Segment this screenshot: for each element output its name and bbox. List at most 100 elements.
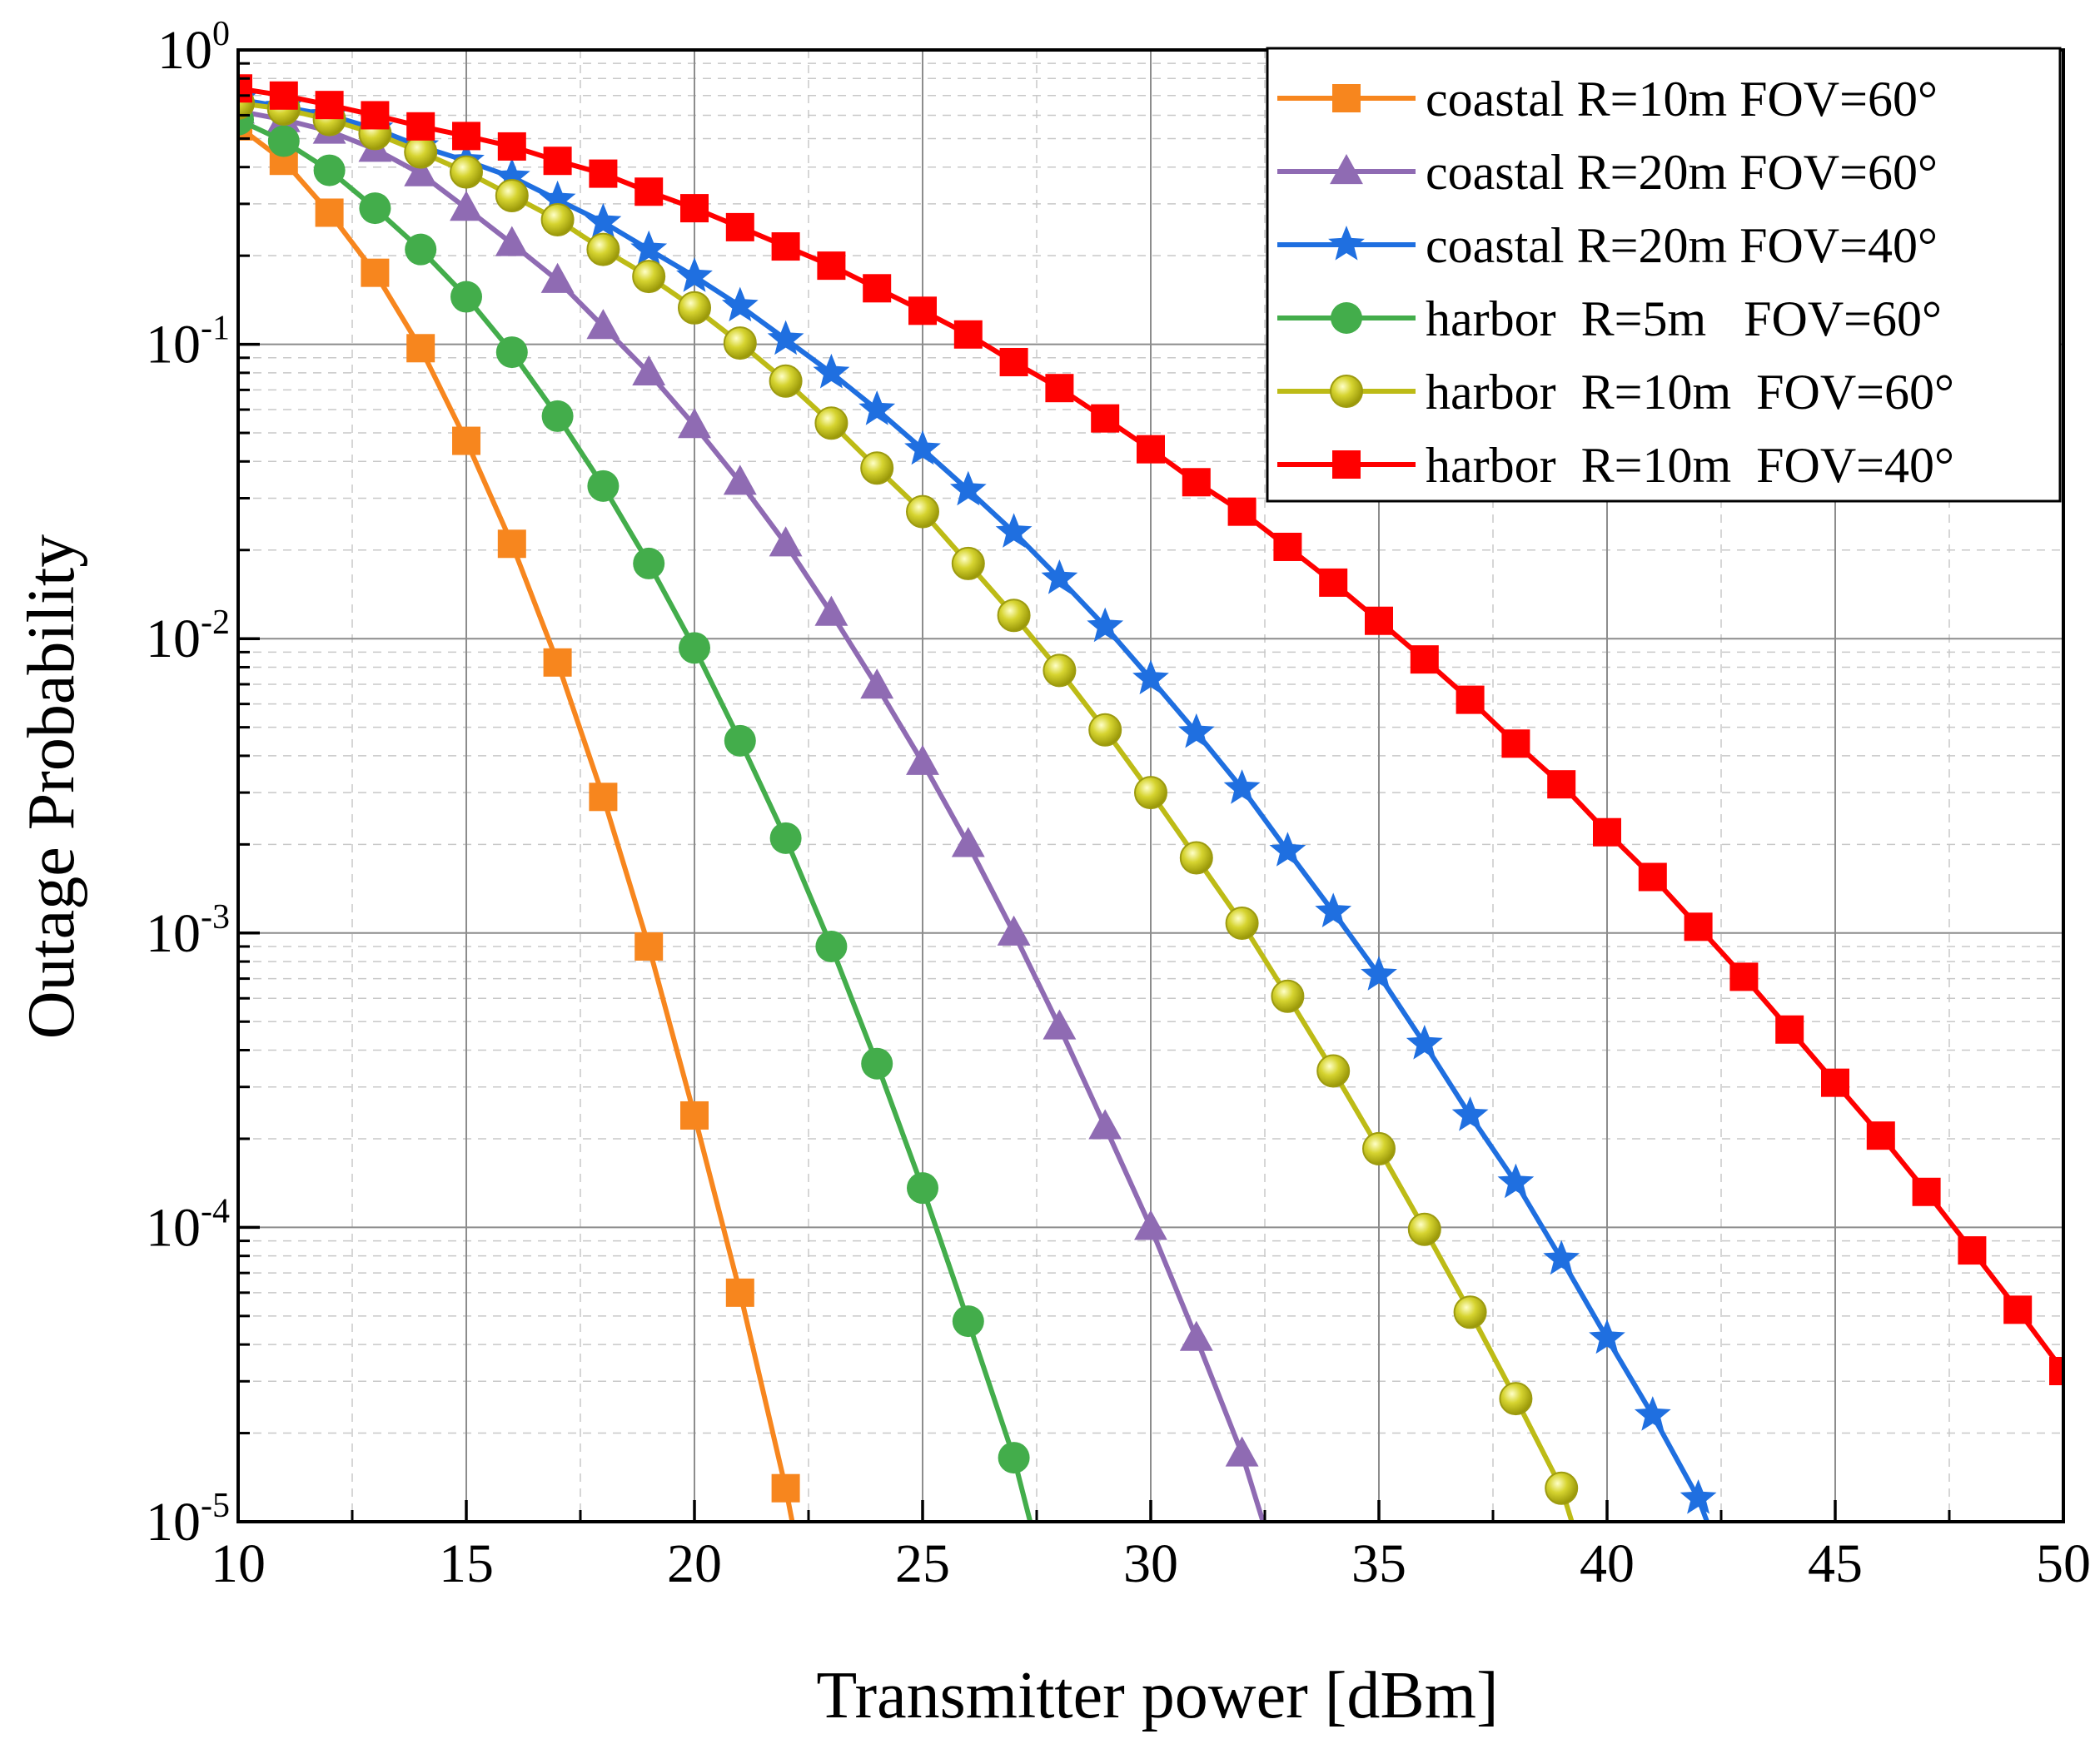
data-point-marker — [999, 347, 1028, 376]
x-tick-label: 30 — [1123, 1533, 1178, 1594]
data-point-marker — [1499, 1382, 1533, 1416]
data-point-marker — [452, 426, 480, 455]
data-point-marker — [680, 1101, 709, 1130]
data-point-marker — [267, 125, 300, 157]
data-point-marker — [585, 202, 622, 238]
data-point-marker — [589, 783, 618, 812]
data-point-marker — [1775, 1015, 1804, 1044]
data-point-marker — [676, 257, 713, 292]
data-point-marker — [1958, 1236, 1987, 1265]
data-point-marker — [1225, 1436, 1259, 1467]
data-point-marker — [997, 915, 1031, 946]
data-point-marker — [497, 529, 526, 559]
series-line — [238, 97, 1710, 1522]
data-point-marker — [724, 724, 756, 757]
data-point-marker — [539, 180, 576, 216]
data-point-marker — [543, 147, 572, 176]
y-tick-label: 10-1 — [146, 310, 230, 375]
legend-label: harbor R=10m FOV=40° — [1426, 438, 1954, 493]
data-point-marker — [678, 291, 711, 325]
series-4 — [238, 103, 1033, 1522]
data-point-marker — [406, 334, 435, 363]
legend-label: harbor R=5m FOV=60° — [1426, 291, 1942, 346]
data-point-marker — [315, 91, 344, 120]
legend-item: harbor R=10m FOV=60° — [1277, 365, 1954, 420]
data-point-marker — [1361, 956, 1397, 991]
data-point-marker — [858, 390, 896, 425]
data-point-marker — [632, 355, 666, 385]
data-point-marker — [361, 258, 390, 287]
x-tick-label: 50 — [2036, 1533, 2091, 1594]
legend-label: harbor R=10m FOV=60° — [1426, 365, 1954, 420]
data-point-marker — [861, 1047, 893, 1080]
x-tick-label: 45 — [1808, 1533, 1863, 1594]
data-point-marker — [1729, 962, 1759, 991]
data-point-marker — [904, 430, 941, 465]
data-point-marker — [632, 260, 666, 294]
legend-item: coastal R=10m FOV=60° — [1277, 72, 1938, 127]
data-point-marker — [543, 648, 572, 677]
legend-marker — [1330, 154, 1363, 185]
data-point-marker — [1406, 1025, 1443, 1060]
data-point-marker — [1589, 1319, 1625, 1354]
data-point-marker — [769, 526, 803, 557]
x-tick-label: 35 — [1351, 1533, 1406, 1594]
data-point-marker — [493, 157, 530, 193]
data-point-marker — [1041, 559, 1078, 594]
data-point-marker — [814, 406, 848, 440]
data-point-marker — [495, 178, 529, 212]
data-point-marker — [769, 822, 802, 854]
data-point-marker — [814, 595, 848, 626]
series-1 — [238, 112, 800, 1522]
data-point-marker — [1684, 912, 1713, 942]
data-point-marker — [1543, 1240, 1580, 1275]
data-point-marker — [1043, 1009, 1077, 1040]
data-point-marker — [497, 132, 526, 161]
series-layer — [238, 74, 2063, 1522]
data-point-marker — [1593, 817, 1621, 847]
data-point-marker — [1410, 645, 1439, 674]
data-point-marker — [587, 470, 620, 502]
data-point-marker — [361, 101, 390, 130]
x-axis-title: Transmitter power [dBm] — [816, 1659, 1498, 1732]
data-point-marker — [995, 513, 1033, 548]
data-point-marker — [771, 232, 800, 261]
data-point-marker — [723, 465, 757, 495]
data-point-marker — [953, 320, 983, 349]
data-point-marker — [1182, 468, 1211, 497]
legend-marker — [1331, 302, 1362, 334]
data-point-marker — [769, 364, 803, 398]
data-point-marker — [771, 1473, 800, 1503]
data-point-marker — [633, 547, 665, 579]
data-point-marker — [1638, 862, 1667, 892]
data-point-marker — [949, 470, 987, 506]
data-point-marker — [1088, 1109, 1122, 1140]
data-point-marker — [1362, 1131, 1396, 1165]
data-point-marker — [767, 320, 804, 355]
legend-label: coastal R=20m FOV=40° — [1426, 218, 1938, 273]
x-tick-labels: 10 15 20 25 30 35 40 45 50 — [211, 1533, 2091, 1594]
data-point-marker — [450, 155, 483, 189]
data-point-marker — [452, 122, 480, 151]
data-point-marker — [908, 296, 937, 325]
data-point-marker — [863, 274, 892, 303]
data-point-marker — [315, 198, 344, 227]
data-point-marker — [1087, 607, 1124, 643]
data-point-marker — [2003, 1295, 2033, 1324]
data-point-marker — [1547, 770, 1576, 799]
data-point-marker — [817, 251, 846, 281]
data-point-marker — [813, 353, 850, 389]
data-point-marker — [634, 177, 664, 206]
data-point-marker — [589, 159, 618, 188]
data-point-marker — [815, 930, 848, 962]
data-point-marker — [678, 408, 711, 439]
data-point-marker — [1225, 906, 1259, 940]
data-point-marker — [313, 154, 346, 186]
axis-ticks — [236, 48, 2065, 1523]
data-point-marker — [721, 286, 759, 322]
data-point-marker — [997, 599, 1031, 633]
x-tick-label: 15 — [439, 1533, 494, 1594]
legend-label: coastal R=20m FOV=60° — [1426, 145, 1938, 200]
data-point-marker — [495, 226, 529, 256]
